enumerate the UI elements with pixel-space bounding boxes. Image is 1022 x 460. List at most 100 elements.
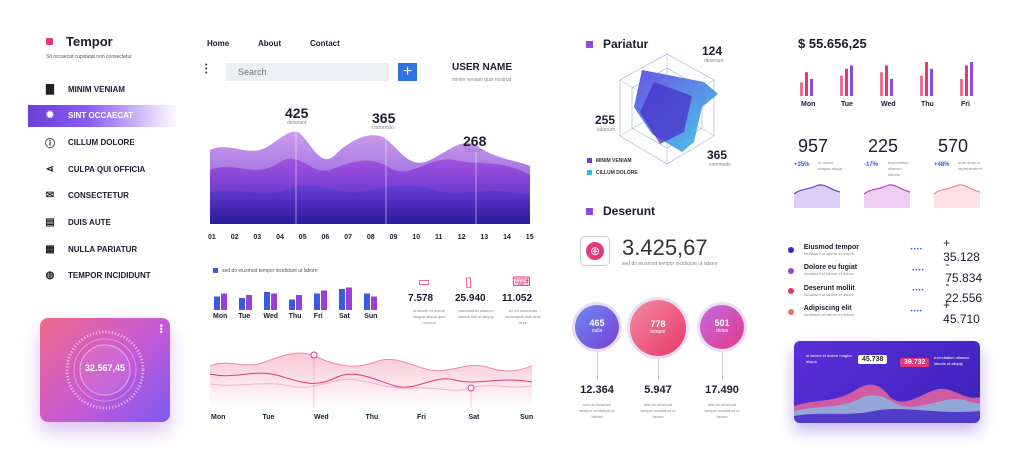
wave-callout-label: commodo	[372, 125, 394, 131]
sidebar-item-culpa-qui-officia[interactable]: ⋖ CULPA QUI OFFICIA	[28, 158, 178, 180]
nav-contact[interactable]: Contact	[310, 39, 340, 48]
kpi-change: +48%	[934, 162, 950, 168]
sidebar-item-nulla-pariatur[interactable]: ▦ NULLA PARIATUR	[28, 238, 178, 260]
bubble-label: nulla	[591, 328, 603, 334]
kpi-sparkline	[934, 184, 980, 208]
line-day-label: Thu	[365, 414, 379, 421]
bubble-total: 17.490	[705, 384, 739, 396]
nav-about[interactable]: About	[258, 39, 282, 48]
area-card[interactable]: 45.738 39.732 ut labore et dolore magna …	[794, 341, 980, 423]
globe-icon[interactable]: ⊕	[580, 236, 610, 266]
sidebar-item-consectetur[interactable]: ✉ CONSECTETUR	[28, 185, 178, 207]
kpi-sparkline-area	[934, 184, 980, 208]
kpi-value: 570	[938, 136, 969, 156]
wave-chart	[210, 122, 530, 224]
sidebar-item-sint-occaecat[interactable]: ✹ SINT OCCAECAT	[28, 104, 178, 127]
user-subtitle: minim veniam quis nostrud	[452, 77, 512, 83]
kpi-text: exercitation ullamco laboris	[888, 160, 909, 177]
menu-dots-icon[interactable]: • • •	[205, 62, 208, 77]
wave-callout-label: deserunt	[287, 120, 307, 126]
kpi-sparkline-line	[794, 184, 840, 195]
radar-callout-value: 255	[595, 113, 616, 127]
info-icon: ⓘ	[45, 138, 55, 150]
kpi-sparkline-area	[864, 184, 910, 208]
radar-legend-item: CILLUM DOLORE	[596, 170, 638, 176]
stat-bubble[interactable]: 778 tempor	[630, 300, 686, 356]
briefcase-icon: ▇	[46, 83, 54, 95]
revenue-bar	[800, 82, 803, 96]
add-button[interactable]: +	[398, 63, 417, 81]
kpi-text: irure dolor in reprehenderit	[958, 160, 982, 171]
section-marker-icon	[586, 41, 593, 48]
revenue-day-label: Tue	[841, 101, 853, 108]
weekly-bar	[371, 296, 377, 310]
weekly-bar	[239, 298, 245, 310]
wave-x-tick: 04	[276, 234, 284, 241]
gauge-card[interactable]: ••• 32.567,45	[40, 318, 170, 422]
area-callout[interactable]: 39.732	[900, 358, 930, 367]
kpi-sparkline-line	[864, 184, 910, 195]
list-item[interactable]: Adipiscing elit incididunt ut labore et d…	[788, 298, 988, 326]
sidebar-item-label: SINT OCCAECAT	[68, 111, 134, 121]
weekly-bar	[246, 295, 252, 310]
user-name[interactable]: USER NAME	[452, 62, 513, 73]
line-day-label: Wed	[314, 414, 329, 421]
revenue-bar	[885, 65, 888, 96]
revenue-day-label: Fri	[961, 101, 970, 108]
area-chart	[794, 384, 980, 423]
line-day-label: Sun	[520, 414, 534, 421]
weekly-bar	[321, 290, 327, 310]
bar-day-label: Mon	[213, 313, 228, 320]
wave-callout-value: 365	[372, 110, 396, 126]
revenue-bar	[850, 65, 853, 96]
list-amount: - 22.556	[945, 277, 983, 305]
list-dot-icon	[788, 247, 794, 253]
radar-chart	[619, 53, 718, 165]
revenue-bar	[930, 68, 933, 96]
list-sub: incididunt ut labore et dolore	[803, 312, 854, 317]
list-dots-icon: ••••	[912, 288, 925, 294]
line-day-label: Mon	[211, 414, 226, 421]
radar-title: Pariatur	[603, 37, 649, 51]
list-item[interactable]: Eiusmod tempor incididunt ut labore et do…	[788, 236, 988, 264]
bubble-value: 501	[714, 318, 730, 328]
revenue-bar	[840, 75, 843, 96]
list-icon: ▤	[45, 217, 55, 228]
revenue-day-label: Mon	[801, 101, 816, 108]
list-amount: - 75.834	[945, 256, 983, 285]
list-label: Deserunt mollit	[803, 284, 855, 292]
revenue-bar	[920, 75, 923, 96]
list-amount: + 35.128	[943, 236, 980, 264]
bubble-text: sed do eiusmod tempor incididunt ut labo…	[579, 402, 615, 419]
sidebar-item-duis-aute[interactable]: ▤ DUIS AUTE	[28, 212, 178, 234]
wave-x-tick: 07	[344, 234, 352, 241]
area-callout[interactable]: 45.738	[858, 355, 888, 364]
kpi-sparkline-area	[794, 184, 840, 208]
list-item[interactable]: Dolore eu fugiat incididunt ut labore et …	[788, 257, 988, 285]
bar-legend: sed do eiusmod tempor incididunt ut labo…	[222, 268, 318, 274]
sidebar-item-label: CONSECTETUR	[68, 191, 129, 201]
more-icon[interactable]: •••	[156, 324, 166, 334]
sidebar-item-tempor-incididunt[interactable]: ◍ TEMPOR INCIDIDUNT	[28, 265, 178, 287]
calculator-icon: ▦	[45, 243, 55, 255]
radar-callout-value: 365	[707, 148, 728, 162]
weekly-bar	[221, 293, 227, 310]
revenue-total: $ 55.656,25	[798, 36, 867, 51]
search-input[interactable]	[226, 63, 389, 81]
weekly-bar	[214, 296, 220, 310]
weekly-bar	[289, 299, 295, 310]
bar-legend-icon	[213, 268, 218, 273]
stat-bubble[interactable]: 465 nulla	[575, 305, 619, 349]
stat-bubble[interactable]: 501 dolus	[700, 305, 744, 349]
bar-day-label: Tue	[238, 313, 251, 320]
list-item[interactable]: Deserunt mollit incididunt ut labore et d…	[788, 277, 988, 305]
wave-callout-value: 268	[463, 133, 487, 149]
kpi-value: 225	[868, 136, 899, 156]
kpi-sparkline-line	[934, 184, 980, 195]
sidebar-item-cillum-dolore[interactable]: ⓘ CILLUM DOLORE	[28, 131, 178, 153]
nav-home[interactable]: Home	[207, 39, 230, 48]
bubble-stem	[597, 352, 598, 381]
sidebar-item-minim-veniam[interactable]: ▇ MINIM VENIAM	[28, 78, 178, 100]
revenue-bar	[960, 79, 963, 96]
sidebar-item-label: CULPA QUI OFFICIA	[68, 164, 146, 174]
